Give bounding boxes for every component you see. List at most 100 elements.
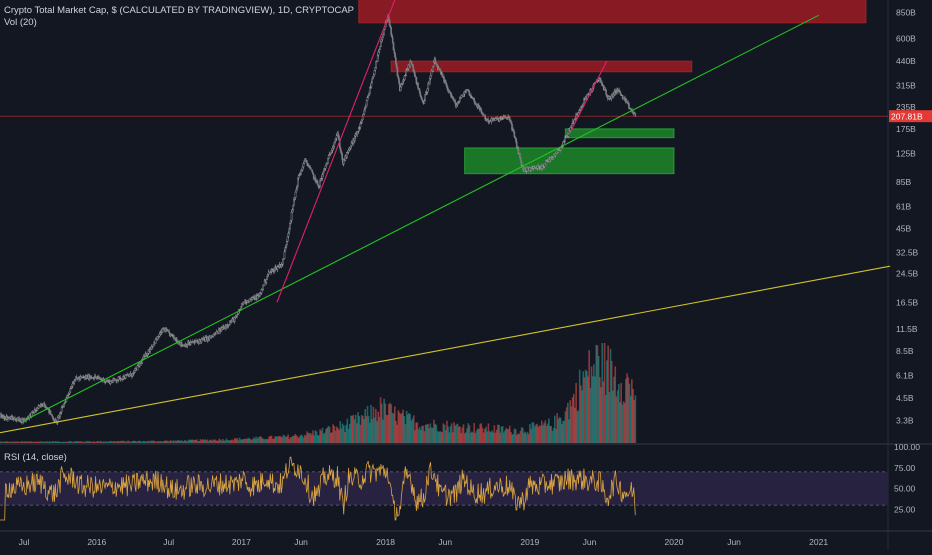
price-axis-tick: 61B bbox=[896, 201, 911, 211]
candle-body bbox=[350, 145, 352, 149]
volume-bar bbox=[589, 387, 592, 443]
volume-bar bbox=[587, 376, 589, 443]
volume-bar bbox=[449, 426, 452, 443]
last-price-label: 207.81B bbox=[891, 112, 923, 122]
volume-bar bbox=[102, 441, 105, 443]
support-zone-3[interactable] bbox=[464, 147, 675, 175]
volume-bar bbox=[446, 420, 448, 443]
candle-body bbox=[285, 244, 287, 248]
volume-bar bbox=[40, 441, 43, 443]
trendline-magenta-3[interactable] bbox=[570, 60, 608, 132]
volume-bar bbox=[549, 426, 551, 443]
volume-bar bbox=[254, 438, 256, 443]
volume-bar bbox=[634, 395, 637, 443]
volume-bar bbox=[201, 439, 204, 443]
volume-bar bbox=[14, 441, 17, 443]
volume-bar bbox=[164, 440, 166, 443]
volume-bar bbox=[612, 390, 614, 443]
volume-bar bbox=[357, 412, 359, 443]
volume-bar bbox=[402, 409, 404, 443]
candle-body bbox=[59, 412, 61, 417]
candle-body bbox=[303, 160, 306, 164]
price-axis-tick: 3.3B bbox=[896, 416, 914, 426]
volume-bar bbox=[617, 383, 620, 443]
candle-body bbox=[45, 405, 47, 409]
candle-body bbox=[63, 403, 65, 407]
volume-bar bbox=[448, 432, 451, 443]
volume-bar bbox=[418, 427, 421, 443]
volume-bar bbox=[303, 434, 306, 443]
candle-body bbox=[168, 330, 170, 334]
volume-bar bbox=[0, 441, 1, 443]
volume-bar bbox=[369, 422, 371, 443]
volume-bar bbox=[57, 441, 59, 443]
trendline-yellow-1[interactable] bbox=[0, 265, 891, 434]
candle-body bbox=[392, 42, 395, 51]
volume-bar bbox=[494, 432, 497, 443]
volume-bar bbox=[581, 390, 583, 443]
volume-bar bbox=[295, 435, 298, 443]
candle-body bbox=[321, 174, 324, 179]
candle-body bbox=[441, 73, 444, 78]
candle-body bbox=[397, 75, 400, 80]
volume-bar bbox=[217, 440, 219, 443]
candle-body bbox=[51, 414, 53, 417]
volume-bar bbox=[596, 345, 599, 443]
candle-body bbox=[368, 87, 371, 95]
time-axis-tick: Jul bbox=[163, 537, 174, 547]
volume-bar bbox=[526, 431, 529, 443]
price-axis-tick: 125B bbox=[896, 149, 916, 159]
volume-bar bbox=[588, 350, 590, 443]
volume-bar bbox=[71, 441, 74, 443]
trendline-magenta-2[interactable] bbox=[276, 0, 409, 303]
volume-bar bbox=[270, 435, 273, 443]
volume-bar bbox=[320, 430, 323, 443]
volume-bar bbox=[520, 427, 523, 443]
candle-body bbox=[340, 151, 343, 154]
candle-body bbox=[421, 99, 424, 103]
trendline-green-0[interactable] bbox=[23, 14, 819, 422]
volume-bar bbox=[269, 436, 272, 443]
volume-bar bbox=[279, 436, 281, 443]
volume-bar bbox=[2, 442, 5, 443]
support-zone-2[interactable] bbox=[564, 128, 675, 139]
candle-body bbox=[282, 259, 284, 265]
volume-bar bbox=[50, 442, 52, 443]
volume-bar bbox=[513, 428, 516, 443]
volume-bar bbox=[284, 437, 287, 443]
candle-body bbox=[454, 100, 456, 104]
volume-bar bbox=[591, 376, 594, 443]
volume-bar bbox=[487, 423, 490, 443]
volume-bar bbox=[277, 436, 280, 443]
volume-bar bbox=[435, 424, 438, 443]
volume-bar bbox=[538, 425, 541, 443]
volume-bar bbox=[294, 434, 297, 443]
price-axis-tick: 175B bbox=[896, 124, 916, 134]
volume-bar bbox=[316, 435, 319, 443]
candle-body bbox=[583, 98, 585, 105]
volume-bar bbox=[160, 441, 163, 443]
resistance-zone-1[interactable] bbox=[390, 60, 693, 73]
candle-body bbox=[444, 80, 447, 84]
volume-bar bbox=[308, 432, 311, 443]
volume-bar bbox=[110, 441, 113, 443]
volume-bar bbox=[609, 348, 612, 443]
volume-bar bbox=[173, 441, 176, 443]
time-axis-tick: 2019 bbox=[520, 537, 539, 547]
volume-bar bbox=[507, 429, 510, 443]
volume-bar bbox=[101, 441, 103, 443]
candle-body bbox=[560, 147, 562, 151]
volume-bar bbox=[452, 432, 454, 443]
volume-bar bbox=[472, 432, 474, 443]
volume-bar bbox=[627, 377, 630, 443]
volume-bar bbox=[455, 424, 458, 443]
volume-bar bbox=[192, 440, 195, 443]
candle-body bbox=[236, 314, 238, 317]
volume-bar bbox=[401, 413, 403, 443]
candle-body bbox=[322, 171, 324, 175]
resistance-zone-0[interactable] bbox=[358, 0, 867, 24]
volume-bar bbox=[248, 437, 250, 443]
volume-bar bbox=[364, 409, 366, 443]
